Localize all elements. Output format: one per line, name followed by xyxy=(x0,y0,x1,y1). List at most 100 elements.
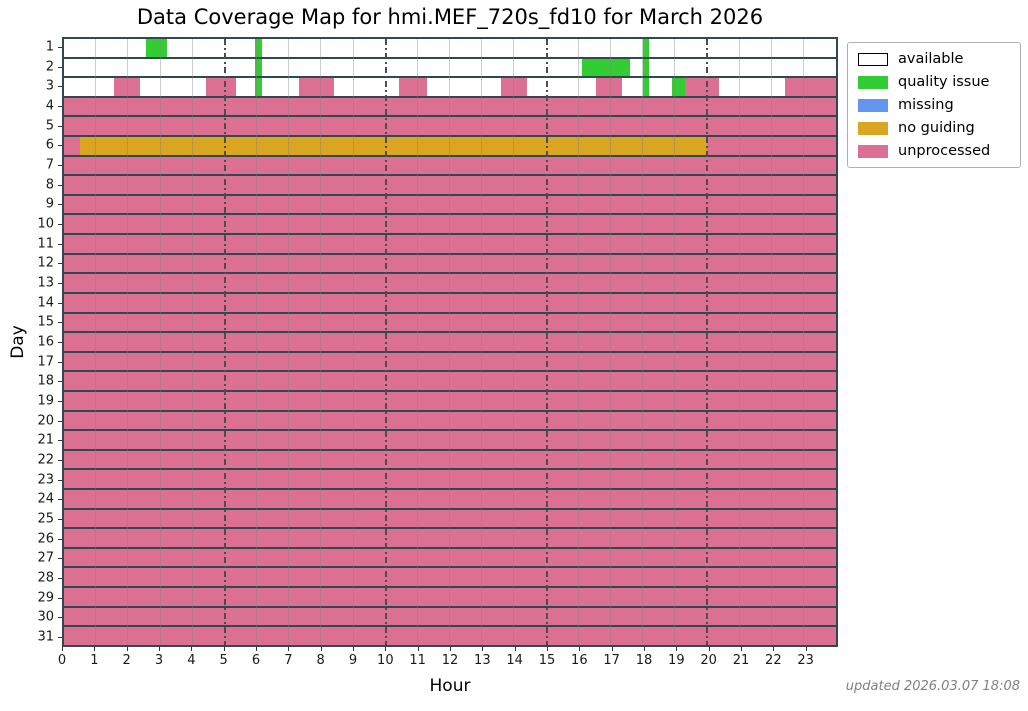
y-tick-label: 24 xyxy=(37,491,54,507)
x-tick-label: 2 xyxy=(122,653,131,668)
y-tick-label: 27 xyxy=(37,550,54,566)
day-row xyxy=(64,391,836,412)
day-row xyxy=(64,431,836,451)
y-tick-label: 4 xyxy=(45,98,54,114)
y-tick-mark xyxy=(58,381,62,383)
y-tick-label: 28 xyxy=(37,570,54,586)
day-row xyxy=(64,352,836,373)
coverage-segment xyxy=(205,78,237,96)
coverage-segment xyxy=(64,215,836,234)
y-tick-mark xyxy=(58,440,62,442)
y-tick-label: 9 xyxy=(45,196,54,212)
legend-swatch-icon xyxy=(858,98,888,112)
y-tick-label: 15 xyxy=(37,314,54,330)
day-row xyxy=(64,195,836,216)
y-tick-mark xyxy=(58,66,62,68)
x-tick-label: 0 xyxy=(57,653,67,668)
x-tick-label: 17 xyxy=(603,653,620,668)
y-tick-mark xyxy=(58,401,62,403)
y-tick-mark xyxy=(58,243,62,245)
y-tick-mark xyxy=(58,125,62,127)
day-row xyxy=(64,215,836,236)
x-tick-mark xyxy=(676,647,678,651)
day-row xyxy=(64,548,836,569)
coverage-segment xyxy=(64,352,836,371)
y-tick-mark xyxy=(58,322,62,324)
coverage-segment xyxy=(64,450,836,469)
x-tick-mark xyxy=(482,647,484,651)
x-tick-mark xyxy=(644,647,645,651)
y-tick-label: 29 xyxy=(37,590,54,606)
y-tick-label: 26 xyxy=(37,531,54,547)
y-tick-mark xyxy=(58,282,62,284)
y-tick-label: 12 xyxy=(37,255,54,271)
x-tick-label: 10 xyxy=(377,653,394,668)
y-tick-mark xyxy=(58,519,62,521)
coverage-segment xyxy=(64,333,836,351)
day-row xyxy=(64,490,836,510)
coverage-segment xyxy=(298,78,335,96)
day-row xyxy=(64,372,836,392)
y-tick-label: 20 xyxy=(37,413,54,429)
x-tick-mark xyxy=(547,647,548,651)
x-tick-mark xyxy=(385,647,387,651)
coverage-segment xyxy=(255,78,262,96)
x-tick-mark xyxy=(353,647,354,651)
x-tick-mark xyxy=(320,647,322,651)
x-tick-mark xyxy=(708,647,710,651)
y-tick-mark xyxy=(58,164,62,166)
coverage-segment xyxy=(64,137,81,155)
y-tick-label: 13 xyxy=(37,275,54,291)
x-tick-mark xyxy=(159,647,160,651)
day-row xyxy=(64,450,836,471)
day-row xyxy=(64,293,836,314)
y-tick-label: 21 xyxy=(37,432,54,448)
x-tick-label: 18 xyxy=(635,653,653,668)
coverage-segment xyxy=(64,274,836,292)
y-tick-label: 7 xyxy=(45,157,54,173)
coverage-segment xyxy=(64,548,836,567)
day-row xyxy=(64,235,836,255)
coverage-segment xyxy=(64,431,836,449)
legend-item: missing xyxy=(858,97,1010,113)
coverage-segment xyxy=(64,293,836,312)
coverage-segment xyxy=(255,58,262,77)
x-tick-label: 3 xyxy=(154,653,164,668)
x-tick-mark xyxy=(288,647,290,651)
y-tick-mark xyxy=(58,184,62,186)
coverage-segment xyxy=(64,588,836,606)
coverage-segment xyxy=(64,391,836,410)
y-tick-label: 8 xyxy=(45,177,54,193)
day-row xyxy=(64,39,836,59)
day-row xyxy=(64,58,836,79)
x-tick-mark xyxy=(579,647,581,651)
legend-swatch-icon xyxy=(858,52,888,66)
legend-label: available xyxy=(898,51,964,67)
day-row xyxy=(64,78,836,98)
coverage-segment xyxy=(146,39,167,57)
y-tick-label: 2 xyxy=(45,59,54,75)
x-tick-label: 4 xyxy=(187,653,196,668)
day-row xyxy=(64,470,836,491)
x-tick-label: 13 xyxy=(474,653,491,668)
coverage-segment xyxy=(64,313,836,332)
coverage-segment xyxy=(684,78,719,96)
x-tick-label: 20 xyxy=(700,653,717,668)
legend-label: unprocessed xyxy=(898,143,991,159)
coverage-segment xyxy=(64,627,836,645)
y-tick-mark xyxy=(58,361,62,363)
y-tick-mark xyxy=(58,558,62,560)
coverage-segment xyxy=(707,137,836,155)
x-tick-mark xyxy=(256,647,257,651)
y-tick-mark xyxy=(58,342,62,343)
coverage-segment xyxy=(255,39,262,57)
legend-label: quality issue xyxy=(898,74,990,90)
y-tick-mark xyxy=(58,204,62,206)
coverage-segment xyxy=(671,78,685,96)
chart-title: Data Coverage Map for hmi.MEF_720s_fd10 … xyxy=(136,5,764,29)
coverage-segment xyxy=(64,411,836,430)
day-row xyxy=(64,588,836,608)
coverage-segment xyxy=(64,509,836,528)
updated-timestamp: updated 2026.03.07 18:08 xyxy=(845,679,1020,694)
coverage-segment xyxy=(64,156,836,175)
